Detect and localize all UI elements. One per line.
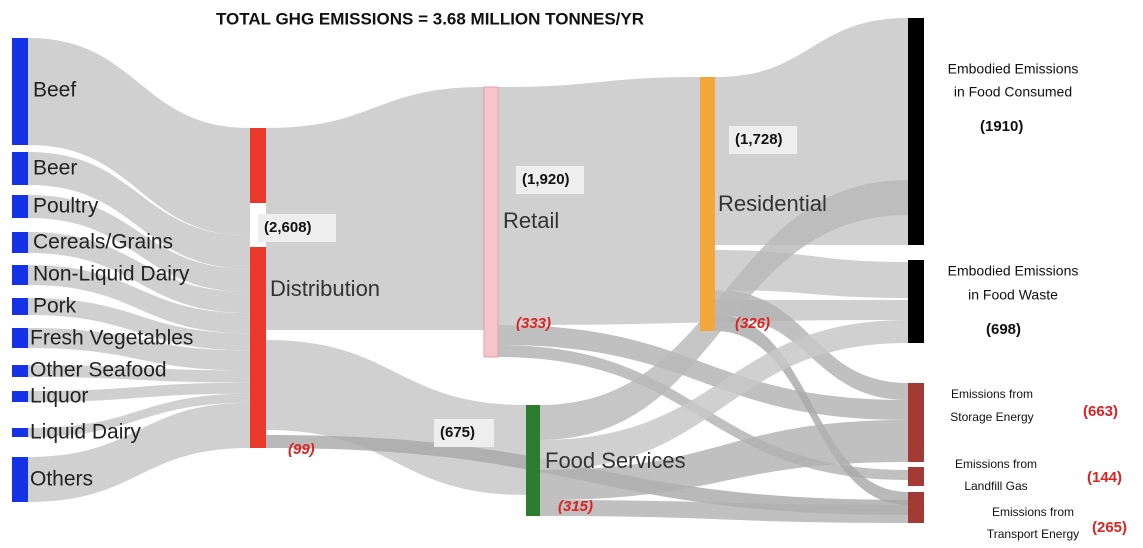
source-label: Fresh Vegetables [30,327,193,350]
flow [28,382,250,402]
flow [266,87,484,330]
label-box [516,166,584,194]
source-label: Beer [33,157,77,180]
flow [28,298,250,351]
stage-label: Residential [718,191,827,216]
source-bars [12,38,28,502]
stage-total: (2,608) [264,219,312,236]
flow [28,195,250,293]
outcome-label: Storage Energy [950,410,1033,424]
stage-energy: (333) [516,315,551,332]
outcome-label: Emissions from [992,505,1074,519]
source-bar [12,152,28,185]
label-box [258,214,336,242]
stage-bar [700,77,715,331]
flow [266,340,526,495]
flow [540,500,908,523]
flow [28,365,250,383]
source-label: Beef [33,79,76,102]
stage-bar [250,247,266,448]
source-label: Poultry [33,195,99,218]
source-label: Liquor [30,385,88,408]
flow [28,402,250,502]
source-bar [12,391,28,402]
source-bar [12,328,28,348]
label-box [729,126,797,154]
outcome-bar [908,260,924,343]
outcome-bar [908,467,924,486]
outcome-bar [908,18,924,245]
stage-energy: (99) [288,441,315,458]
outcome-label: Embodied Emissions [948,61,1079,77]
source-label: Pork [33,295,77,318]
stage-label: Food Services [545,448,686,473]
stage-label: Distribution [270,276,380,301]
stage-label: Retail [503,208,559,233]
outcome-bar [908,383,924,462]
flow [498,77,700,300]
flow [540,320,908,470]
source-label: Other Seafood [30,359,167,382]
source-label: Cereals/Grains [33,231,173,254]
source-bar [12,457,28,502]
outcome-total: (698) [986,321,1021,338]
outcome-total: (265) [1092,519,1127,536]
source-bar [12,428,28,437]
flows [28,18,908,523]
source-bar [12,195,28,218]
stage-total: (675) [440,424,475,441]
outcome-label: Transport Energy [987,527,1079,541]
source-bar [12,365,28,377]
outcome-label: in Food Consumed [954,84,1072,100]
outcome-label: Landfill Gas [964,479,1027,493]
stage-total: (1,920) [522,171,570,188]
title: TOTAL GHG EMISSIONS = 3.68 MILLION TONNE… [216,9,644,28]
flow [28,265,250,334]
flow [28,232,250,314]
outcome-label: Emissions from [955,457,1037,471]
outcome-bar [908,492,924,523]
source-bar [12,232,28,253]
flow [715,315,908,505]
outcome-label: in Food Waste [968,287,1058,303]
flow [28,152,250,269]
flow [28,393,250,437]
source-label: Others [30,468,93,491]
stage-total: (1,728) [735,131,783,148]
stage-bar [526,405,540,516]
stage-energy: (315) [558,498,593,515]
flow [28,328,250,371]
outcome-label: Embodied Emissions [948,263,1079,279]
source-label: Liquid Dairy [30,421,141,444]
stage-bar [250,128,266,203]
source-bar [12,38,28,145]
flow [28,38,250,236]
source-bar [12,265,28,285]
flow [540,180,908,440]
outcome-total: (1910) [980,118,1023,135]
outcome-label: Emissions from [951,387,1033,401]
source-label: Non-Liquid Dairy [33,263,190,286]
source-bar [12,298,28,315]
outcome-total: (144) [1087,469,1122,486]
stage-bar [483,86,499,358]
flow [540,420,908,500]
label-box [434,419,494,447]
outcome-total: (663) [1083,403,1118,420]
stage-energy: (326) [735,315,770,332]
